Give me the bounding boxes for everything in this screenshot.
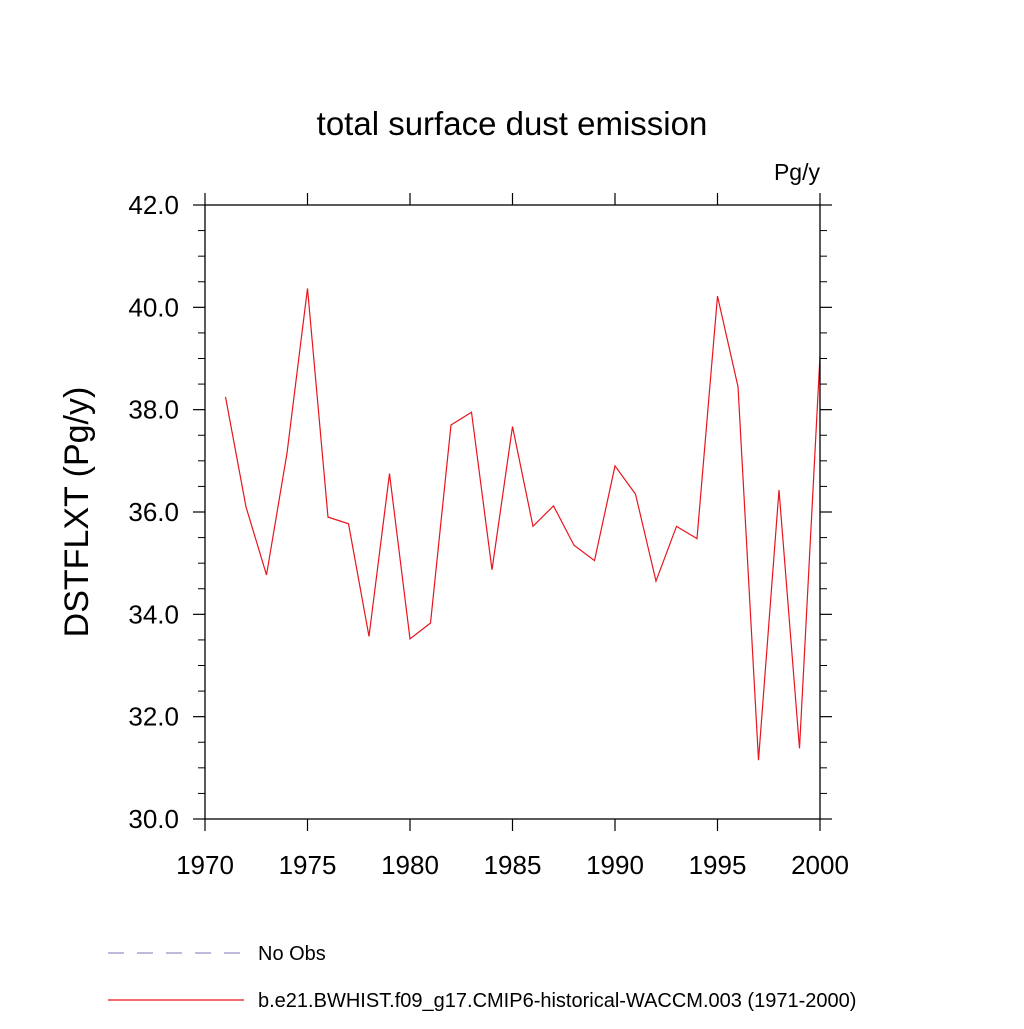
- units-label: Pg/y: [774, 159, 821, 185]
- x-tick-label: 1975: [279, 850, 337, 880]
- legend-label-no-obs: No Obs: [258, 943, 326, 965]
- x-tick-label: 1980: [381, 850, 439, 880]
- y-tick-label: 32.0: [128, 702, 179, 732]
- x-tick-label: 1990: [586, 850, 644, 880]
- tick-labels: 30.0 32.0 34.0 36.0 38.0 40.0 42.0 1970 1975 1980…: [128, 190, 849, 880]
- legend: No Obs b.e21.BWHIST.f09_g17.CMIP6-histor…: [108, 943, 856, 1012]
- y-tick-label: 36.0: [128, 497, 179, 527]
- plot-frame: [205, 205, 820, 819]
- y-tick-label: 42.0: [128, 190, 179, 220]
- legend-label-model: b.e21.BWHIST.f09_g17.CMIP6-historical-WA…: [258, 990, 856, 1012]
- y-tick-label: 34.0: [128, 599, 179, 629]
- x-tick-label: 1995: [689, 850, 747, 880]
- series-group: [225, 288, 820, 760]
- y-tick-label: 30.0: [128, 804, 179, 834]
- x-tick-label: 1970: [176, 850, 234, 880]
- series-line: [226, 288, 821, 760]
- axis-ticks: [193, 193, 832, 831]
- x-tick-label: 2000: [791, 850, 849, 880]
- y-axis-label: DSTFLXT (Pg/y): [58, 387, 96, 638]
- chart-title: total surface dust emission: [317, 105, 708, 142]
- y-tick-label: 38.0: [128, 395, 179, 425]
- y-tick-label: 40.0: [128, 292, 179, 322]
- x-tick-label: 1985: [484, 850, 542, 880]
